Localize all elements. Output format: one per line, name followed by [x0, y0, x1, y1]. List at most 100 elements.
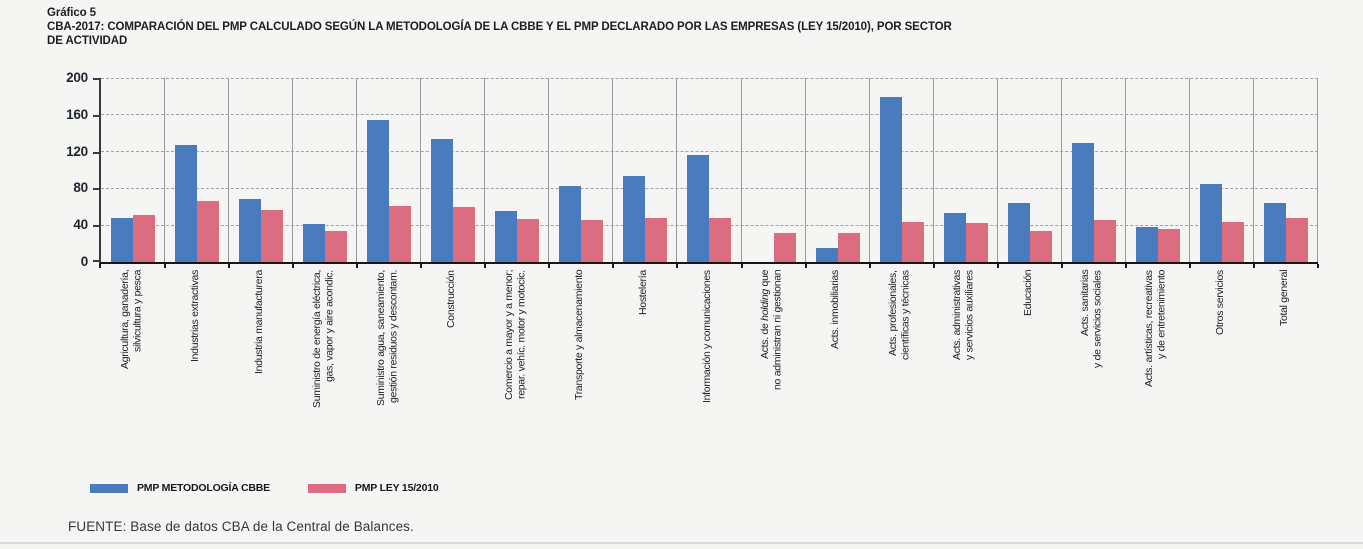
gridline-horizontal: [101, 114, 1318, 116]
bar-pmp-cbbe: [815, 248, 838, 262]
gridline-vertical: [676, 78, 678, 262]
bar-pmp-cbbe: [303, 224, 326, 262]
x-category-label-cell: Acts. profesionales, científicas y técnic…: [868, 270, 932, 468]
x-category-label-cell: Suministro agua, saneamiento, gestión res…: [355, 270, 419, 468]
bar-pmp-ley: [261, 210, 284, 262]
gridline-vertical: [1124, 78, 1126, 262]
bar-pmp-cbbe: [1135, 227, 1158, 262]
y-axis: 0 40 80 120 160 200: [20, 70, 88, 269]
x-axis-tick: [356, 264, 359, 268]
bar-pmp-ley: [325, 230, 348, 262]
x-category-label: Industrias extractivas: [188, 270, 201, 363]
legend: PMP METODOLOGÍA CBBE PMP LEY 15/2010: [90, 482, 439, 494]
legend-swatch-cbbe: [90, 483, 128, 493]
gridline-vertical: [1188, 78, 1190, 262]
x-category-label-cell: Suministro de energía eléctrica, gas, vap…: [291, 270, 355, 468]
gridline-vertical: [996, 78, 998, 262]
y-axis-tick-label: 0: [80, 254, 89, 269]
x-category-label: Información y comunicaciones: [701, 270, 714, 403]
gridline-horizontal: [101, 77, 1318, 79]
gridline-vertical: [484, 78, 486, 262]
gridline-vertical: [164, 78, 166, 262]
x-category-label: Acts. sanitarias y de servicios sociales: [1079, 270, 1104, 368]
x-category-label: Construcción: [445, 270, 458, 328]
x-axis-tick: [612, 264, 615, 268]
legend-swatch-ley: [307, 483, 346, 493]
gridline-horizontal: [101, 151, 1318, 153]
gridline-vertical: [804, 78, 806, 262]
x-category-label-cell: Educación: [996, 270, 1060, 468]
bar-pmp-cbbe: [1071, 143, 1094, 262]
x-category-label-cell: Total general: [1252, 270, 1316, 468]
x-category-label-cell: Acts. de holding que no administran ni ge…: [740, 270, 804, 468]
x-axis-tick: [228, 264, 231, 268]
x-category-label-cell: Otros servicios: [1188, 270, 1252, 468]
bar-pmp-cbbe: [943, 213, 966, 262]
bar-pmp-cbbe: [239, 199, 262, 262]
x-category-label: Acts. administrativas y servicios auxilia…: [951, 270, 976, 360]
x-axis-tick: [804, 264, 807, 268]
x-category-label-cell: Comercio a mayor y a menor; repar. vehíc.…: [483, 270, 547, 468]
bar-pmp-cbbe: [1263, 203, 1286, 262]
gridline-vertical: [420, 78, 422, 262]
x-category-label: Otros servicios: [1213, 270, 1226, 335]
y-axis-tick: [93, 78, 99, 80]
gridline-vertical: [1060, 78, 1062, 262]
x-axis-tick: [932, 264, 935, 268]
bar-pmp-ley: [389, 205, 412, 262]
x-category-label: Acts. de holding que no administran ni ge…: [759, 270, 784, 391]
chart-header: Gráfico 5 CBA-2017: COMPARACIÓN DEL PMP …: [47, 6, 1347, 48]
bar-pmp-ley: [773, 232, 796, 262]
x-category-label: Industria manufacturera: [252, 270, 265, 374]
x-category-label: Transporte y almacenamiento: [573, 270, 586, 401]
x-category-label-cell: Industrias extractivas: [163, 270, 227, 468]
bar-pmp-ley: [581, 219, 604, 262]
x-axis-tick: [740, 264, 743, 268]
bar-pmp-cbbe: [559, 185, 582, 262]
gridline-vertical: [1317, 78, 1318, 262]
bar-pmp-ley: [1093, 219, 1116, 262]
gridline-vertical: [228, 78, 230, 262]
figure-number: Gráfico 5: [47, 7, 96, 19]
y-axis-tick: [93, 151, 99, 154]
x-category-label-cell: Construcción: [419, 270, 483, 468]
x-category-label-cell: Acts. administrativas y servicios auxilia…: [932, 270, 996, 468]
bar-pmp-ley: [709, 217, 732, 262]
bottom-divider: [0, 542, 1363, 544]
bar-pmp-cbbe: [495, 211, 518, 262]
x-axis-tick: [484, 264, 487, 268]
chart-title-line2: DE ACTIVIDAD: [47, 35, 128, 47]
x-axis-tick: [676, 264, 679, 268]
gridline-vertical: [932, 78, 934, 262]
x-category-label: Educación: [1021, 270, 1034, 317]
legend-label: PMP LEY 15/2010: [354, 482, 439, 494]
x-category-label: Suministro agua, saneamiento, gestión res…: [374, 270, 400, 407]
x-category-label: Acts. inmobiliarias: [829, 270, 842, 349]
bar-pmp-ley: [837, 233, 860, 262]
bar-pmp-ley: [1221, 222, 1244, 262]
x-axis-tick: [1188, 264, 1191, 268]
y-axis-tick-label: 80: [73, 180, 88, 196]
plot-area: [93, 77, 1319, 268]
legend-label: PMP METODOLOGÍA CBBE: [137, 482, 270, 494]
bar-pmp-cbbe: [1007, 203, 1030, 262]
x-axis-tick: [996, 264, 999, 268]
bar-pmp-cbbe: [175, 145, 198, 262]
y-axis-tick-label: 160: [66, 106, 88, 122]
x-axis-tick: [1060, 264, 1063, 268]
x-category-label: Agricultura, ganadería, silvicultura y pe…: [118, 270, 144, 370]
bar-pmp-cbbe: [431, 138, 454, 262]
bar-pmp-cbbe: [879, 97, 902, 262]
x-category-label-cell: Acts. artísticas, recreativas y de entret…: [1124, 270, 1188, 468]
x-axis-tick: [548, 264, 551, 268]
y-axis-tick-label: 40: [73, 217, 88, 233]
bar-pmp-ley: [453, 206, 476, 262]
x-axis-category-labels: Agricultura, ganadería, silvicultura y pe…: [99, 270, 1316, 470]
y-axis-tick: [93, 225, 99, 228]
bar-pmp-cbbe: [1199, 183, 1222, 262]
bar-pmp-ley: [1029, 230, 1052, 262]
x-category-label: Suministro de energía eléctrica, gas, vap…: [310, 270, 336, 409]
x-category-label: Hostelería: [637, 270, 650, 315]
bar-pmp-cbbe: [111, 217, 133, 262]
x-category-label-cell: Hostelería: [611, 270, 675, 468]
